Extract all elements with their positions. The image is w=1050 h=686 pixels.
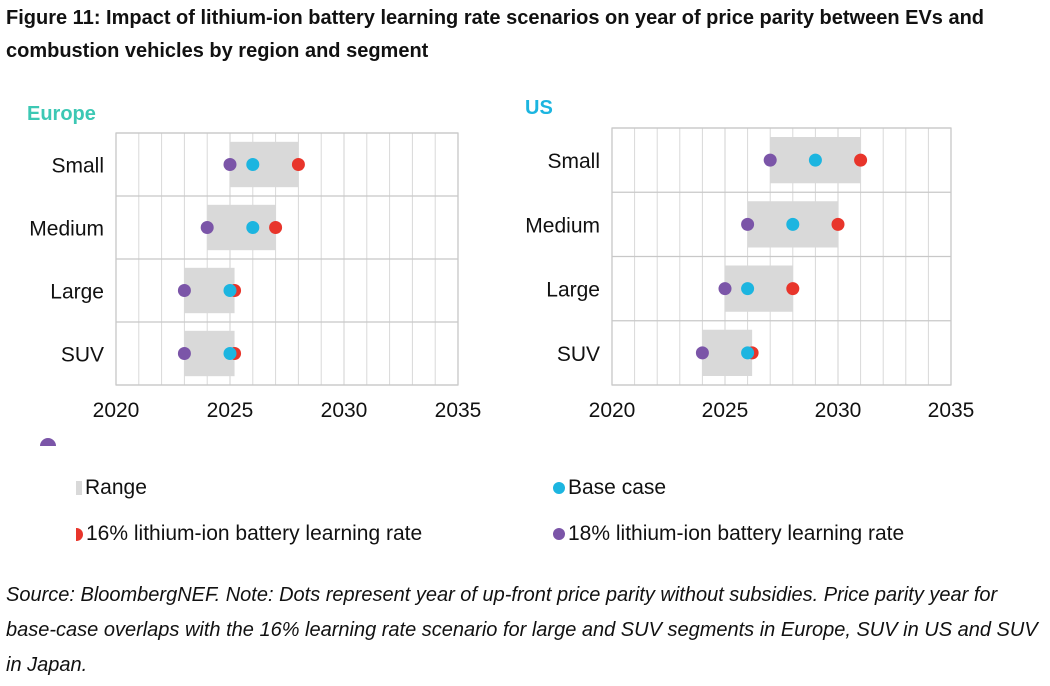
dot-lr16	[786, 282, 800, 296]
range-bar	[207, 204, 276, 251]
x-tick-label: 2025	[207, 399, 254, 422]
dot-lr18	[177, 347, 191, 360]
range-bar	[725, 265, 793, 312]
legend-range-swatch	[76, 481, 82, 495]
x-tick-label: 2025	[702, 399, 749, 422]
dot-lr18	[177, 284, 191, 297]
category-label: Large	[50, 281, 104, 304]
x-tick-label: 2030	[321, 399, 368, 422]
legend-base-case-label: Base case	[568, 476, 667, 499]
category-label: Large	[546, 279, 600, 302]
range-bar	[230, 141, 299, 188]
category-label: Small	[547, 150, 600, 173]
x-tick-label: 2020	[93, 399, 140, 422]
stray-marker	[40, 438, 56, 446]
legend-lr18-swatch	[553, 528, 565, 540]
dot-lr16	[291, 158, 305, 171]
legend-item-lr18: 18% lithium-ion battery learning rate	[553, 522, 904, 546]
dot-base-case	[246, 221, 260, 234]
us-chart: US Small Medium Large SUV 2020 2025 2030 2035	[525, 97, 975, 422]
legend-lr18-label: 18% lithium-ion battery learning rate	[568, 522, 905, 545]
legend-range-label: Range	[85, 476, 147, 499]
dot-base-case	[741, 282, 755, 296]
panel-title: US	[525, 97, 553, 119]
legend-base-case-swatch	[553, 482, 565, 494]
dot-base-case	[786, 217, 800, 231]
x-tick-label: 2020	[589, 399, 636, 422]
dot-lr16	[269, 221, 283, 234]
legend-item-lr16: 16% lithium-ion battery learning rate	[76, 522, 422, 546]
dot-lr18	[741, 217, 755, 231]
dot-base-case	[808, 153, 822, 167]
dot-lr18	[763, 153, 777, 167]
dot-lr16	[831, 217, 845, 231]
dot-lr18	[223, 158, 237, 171]
dot-base-case	[741, 346, 755, 360]
dot-base-case	[223, 347, 237, 360]
x-tick-label: 2030	[815, 399, 862, 422]
legend: Range Base case 16% lithium-ion battery …	[0, 470, 1050, 560]
category-label: SUV	[61, 344, 104, 367]
category-label: SUV	[557, 343, 600, 366]
dot-base-case	[246, 158, 260, 171]
x-tick-label: 2035	[435, 399, 482, 422]
x-tick-label: 2035	[928, 399, 975, 422]
legend-lr16-swatch	[76, 527, 83, 541]
category-label: Medium	[525, 214, 600, 237]
panel-title: Europe	[27, 103, 96, 125]
legend-lr16-label: 16% lithium-ion battery learning rate	[86, 522, 423, 545]
plot-frame	[611, 127, 952, 386]
category-label: Medium	[29, 218, 104, 241]
dot-lr18	[200, 221, 214, 234]
dot-lr16	[854, 153, 868, 167]
legend-item-base-case: Base case	[553, 476, 666, 500]
legend-item-range: Range	[76, 476, 147, 500]
dot-base-case	[223, 284, 237, 297]
dot-lr18	[695, 346, 709, 360]
dot-lr18	[718, 282, 732, 296]
category-label: Small	[51, 155, 104, 178]
europe-chart: Europe Small Medium Large SUV 2020 2025 2030 203…	[27, 103, 482, 422]
plot-frame	[115, 132, 459, 386]
source-note: Source: BloombergNEF. Note: Dots represe…	[6, 584, 1038, 676]
figure-title: Figure 11: Impact of lithium-ion battery…	[6, 7, 985, 62]
